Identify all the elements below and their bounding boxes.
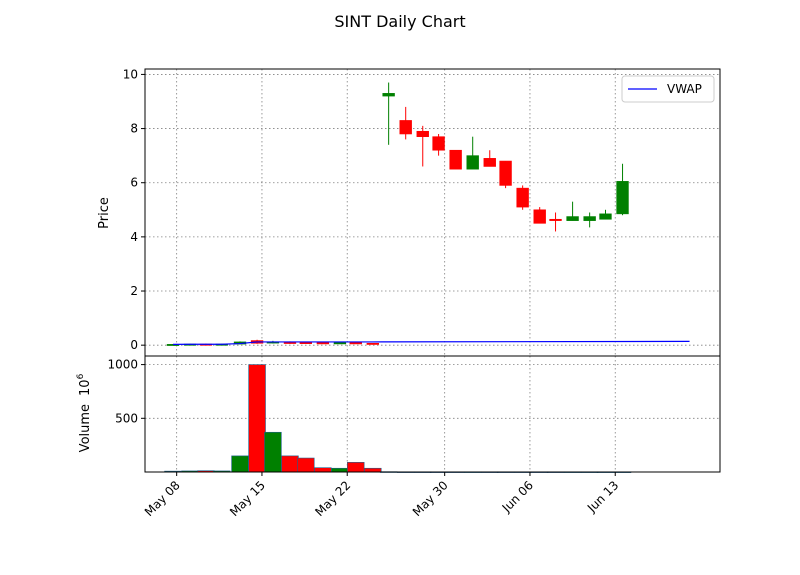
volume-tick-label: 1000 bbox=[107, 358, 138, 372]
candle-body bbox=[549, 218, 562, 221]
price-tick-label: 10 bbox=[123, 67, 138, 81]
volume-bar bbox=[231, 455, 249, 473]
x-tick-label: May 08 bbox=[142, 478, 183, 519]
x-tick-label: Jun 13 bbox=[584, 478, 621, 515]
volume-tick-label: 500 bbox=[115, 411, 138, 425]
legend-box bbox=[621, 75, 715, 103]
x-tick-label: Jun 06 bbox=[499, 478, 536, 515]
candle-body bbox=[499, 160, 512, 186]
volume-bar bbox=[364, 467, 382, 473]
candle-body bbox=[616, 181, 629, 215]
candle-body bbox=[333, 342, 347, 345]
price-tick-label: 0 bbox=[130, 338, 138, 352]
volume-bar bbox=[297, 457, 315, 473]
legend-vwap-label: VWAP bbox=[667, 82, 702, 96]
candle-body bbox=[316, 342, 330, 345]
volume-label-text: Volume bbox=[78, 404, 93, 452]
price-tick-label: 6 bbox=[130, 176, 138, 190]
volume-axis-label: Volume 106 bbox=[76, 373, 93, 452]
x-tick-label: May 15 bbox=[227, 478, 268, 519]
price-axis-label: Price bbox=[97, 197, 112, 229]
candle-body bbox=[416, 130, 429, 137]
candle-body bbox=[349, 342, 362, 345]
price-tick-label: 2 bbox=[130, 284, 138, 298]
candle-body bbox=[583, 216, 596, 221]
price-axis: 0 2 4 6 8 10 bbox=[123, 67, 145, 352]
candle-body bbox=[299, 342, 312, 344]
x-axis: May 08 May 15 May 22 May 30 Jun 06 Jun 13 bbox=[142, 472, 621, 519]
volume-axes-frame bbox=[144, 355, 721, 473]
candle-body bbox=[432, 136, 445, 151]
volume-bar bbox=[331, 467, 349, 473]
volume-bar bbox=[281, 455, 299, 473]
price-tick-label: 8 bbox=[130, 122, 138, 136]
candle-body bbox=[533, 209, 546, 224]
candle-body bbox=[466, 155, 479, 170]
candle-body bbox=[366, 342, 379, 345]
candle-body bbox=[399, 120, 412, 135]
price-grid bbox=[145, 69, 720, 356]
candle-body bbox=[566, 216, 579, 221]
price-tick-label: 4 bbox=[130, 230, 138, 244]
volume-bar bbox=[314, 467, 332, 473]
volume-bar bbox=[347, 462, 365, 473]
volume-grid bbox=[145, 356, 720, 472]
legend: VWAP bbox=[621, 75, 715, 103]
candle-body bbox=[483, 158, 496, 167]
volume-exponent-base: 10 bbox=[78, 379, 93, 396]
candle-body bbox=[449, 149, 462, 170]
chart-title: SINT Daily Chart bbox=[334, 12, 465, 31]
candle-body bbox=[599, 213, 612, 220]
volume-bar bbox=[248, 364, 266, 473]
x-tick-label: May 22 bbox=[312, 478, 353, 519]
candle-body bbox=[516, 187, 529, 208]
candle-body bbox=[382, 93, 395, 97]
vwap-line bbox=[173, 340, 690, 345]
price-axes-frame bbox=[144, 68, 721, 357]
x-tick-label: May 30 bbox=[410, 478, 451, 519]
price-plot bbox=[166, 82, 690, 346]
volume-axis: 500 1000 bbox=[107, 358, 145, 425]
volume-exponent-power: 6 bbox=[76, 373, 86, 379]
volume-bar bbox=[264, 431, 282, 473]
